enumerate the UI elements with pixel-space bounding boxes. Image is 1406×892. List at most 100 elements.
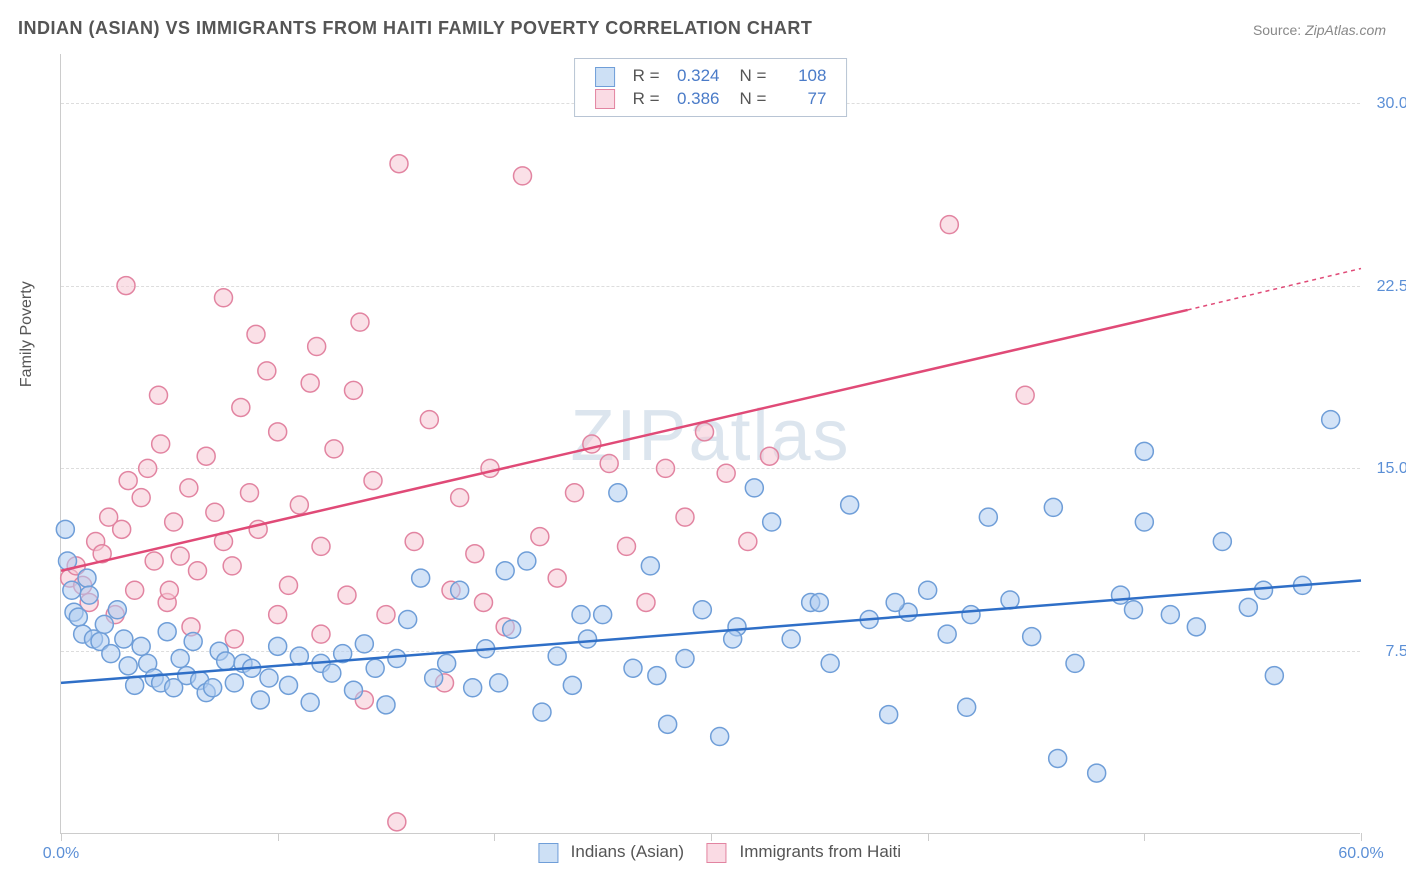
data-point xyxy=(117,277,135,295)
data-point xyxy=(132,489,150,507)
data-point xyxy=(548,647,566,665)
data-point xyxy=(979,508,997,526)
swatch-series-0-icon xyxy=(538,843,558,863)
data-point xyxy=(280,676,298,694)
data-point xyxy=(609,484,627,502)
data-point xyxy=(940,216,958,234)
data-point xyxy=(958,698,976,716)
data-point xyxy=(225,674,243,692)
data-point xyxy=(56,520,74,538)
data-point xyxy=(696,423,714,441)
data-point xyxy=(1112,586,1130,604)
data-point xyxy=(1135,513,1153,531)
data-point xyxy=(1135,442,1153,460)
data-point xyxy=(351,313,369,331)
data-point xyxy=(63,581,81,599)
data-point xyxy=(312,537,330,555)
data-point xyxy=(886,593,904,611)
data-point xyxy=(345,381,363,399)
data-point xyxy=(113,520,131,538)
data-point xyxy=(247,325,265,343)
data-point xyxy=(223,557,241,575)
data-point xyxy=(399,611,417,629)
data-point xyxy=(466,545,484,563)
data-point xyxy=(1049,749,1067,767)
data-point xyxy=(518,552,536,570)
swatch-series-1 xyxy=(595,89,615,109)
data-point xyxy=(171,650,189,668)
data-point xyxy=(503,620,521,638)
data-point xyxy=(355,635,373,653)
data-point xyxy=(225,630,243,648)
x-tick-label: 60.0% xyxy=(1338,845,1383,863)
data-point xyxy=(158,623,176,641)
data-point xyxy=(739,533,757,551)
data-point xyxy=(572,606,590,624)
data-point xyxy=(1044,498,1062,516)
trend-line xyxy=(61,310,1188,571)
source-value: ZipAtlas.com xyxy=(1305,22,1386,38)
data-point xyxy=(1187,618,1205,636)
data-point xyxy=(377,606,395,624)
legend-row: R = 0.386 N = 77 xyxy=(589,88,833,111)
data-point xyxy=(880,706,898,724)
plot-area: ZIPatlas 7.5%15.0%22.5%30.0% 0.0%60.0% R… xyxy=(60,54,1360,834)
data-point xyxy=(165,513,183,531)
data-point xyxy=(126,676,144,694)
data-point xyxy=(618,537,636,555)
data-point xyxy=(364,472,382,490)
data-point xyxy=(139,459,157,477)
series-0-name: Indians (Asian) xyxy=(571,842,684,861)
data-point xyxy=(232,398,250,416)
trend-line-extrapolated xyxy=(1188,269,1361,310)
data-point xyxy=(388,813,406,831)
data-point xyxy=(269,637,287,655)
source-label: Source: xyxy=(1253,22,1301,38)
data-point xyxy=(451,581,469,599)
data-point xyxy=(745,479,763,497)
data-point xyxy=(312,625,330,643)
data-point xyxy=(150,386,168,404)
scatter-svg xyxy=(61,54,1360,833)
data-point xyxy=(481,459,499,477)
data-point xyxy=(711,728,729,746)
r-value-1: 0.386 xyxy=(672,89,720,109)
data-point xyxy=(119,472,137,490)
data-point xyxy=(323,664,341,682)
data-point xyxy=(1255,581,1273,599)
source-attribution: Source: ZipAtlas.com xyxy=(1253,22,1386,38)
data-point xyxy=(533,703,551,721)
data-point xyxy=(475,593,493,611)
data-point xyxy=(152,435,170,453)
y-tick-label: 7.5% xyxy=(1386,643,1406,661)
data-point xyxy=(810,593,828,611)
data-point xyxy=(269,606,287,624)
data-point xyxy=(108,601,126,619)
y-tick-label: 30.0% xyxy=(1377,95,1406,113)
data-point xyxy=(1161,606,1179,624)
data-point xyxy=(438,654,456,672)
data-point xyxy=(377,696,395,714)
chart-title: INDIAN (ASIAN) VS IMMIGRANTS FROM HAITI … xyxy=(18,18,812,39)
data-point xyxy=(1023,628,1041,646)
data-point xyxy=(184,632,202,650)
data-point xyxy=(1001,591,1019,609)
data-point xyxy=(197,447,215,465)
n-value-1: 77 xyxy=(778,89,826,109)
data-point xyxy=(1066,654,1084,672)
data-point xyxy=(938,625,956,643)
y-tick-label: 15.0% xyxy=(1377,460,1406,478)
data-point xyxy=(241,484,259,502)
data-point xyxy=(126,581,144,599)
data-point xyxy=(180,479,198,497)
data-point xyxy=(269,423,287,441)
data-point xyxy=(1125,601,1143,619)
data-point xyxy=(962,606,980,624)
data-point xyxy=(301,374,319,392)
data-point xyxy=(693,601,711,619)
data-point xyxy=(290,496,308,514)
data-point xyxy=(325,440,343,458)
y-axis-label: Family Poverty xyxy=(18,281,36,387)
data-point xyxy=(594,606,612,624)
data-point xyxy=(69,608,87,626)
